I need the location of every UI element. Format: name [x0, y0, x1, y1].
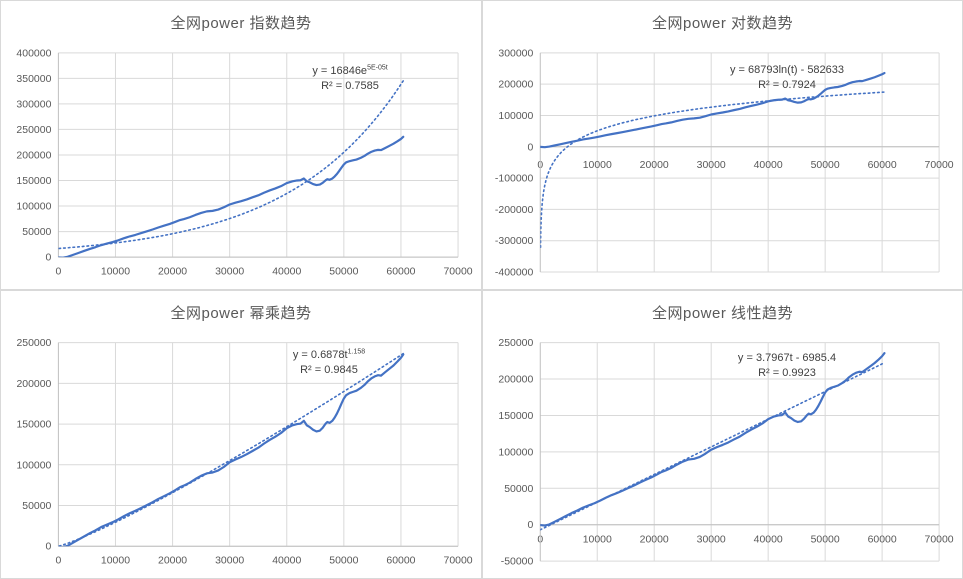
y-axis-tick-label: 100000 [498, 447, 533, 458]
x-axis-tick-label: 60000 [386, 267, 415, 278]
y-axis-tick-label: 250000 [16, 338, 51, 349]
y-axis-tick-label: 150000 [16, 176, 51, 187]
chart-title: 全网power 幂乘趋势 [170, 305, 312, 322]
y-axis-tick-label: 0 [527, 520, 533, 531]
y-axis-tick-label: 300000 [16, 99, 51, 110]
x-axis-tick-label: 60000 [868, 160, 897, 171]
x-axis-tick-label: 70000 [925, 160, 954, 171]
equation-text: y = 0.6878t1.158 [292, 348, 366, 361]
x-axis-tick-label: 40000 [754, 160, 783, 171]
x-axis-tick-label: 40000 [754, 535, 783, 546]
y-axis-tick-label: 200000 [498, 375, 533, 386]
chart-linear-trend[interactable]: 全网power 线性趋势 y = 3.7967t - 6985.4 R² = 0… [482, 290, 963, 579]
x-axis-tick-label: 60000 [386, 556, 415, 567]
equation-exponent: 1.158 [347, 348, 366, 356]
x-axis-tick-label: 30000 [697, 160, 726, 171]
y-axis-tick-label: 100000 [16, 202, 51, 213]
trendline [58, 352, 405, 547]
x-axis-tick-label: 70000 [925, 535, 954, 546]
y-axis-tick-label: -50000 [501, 557, 534, 568]
y-axis-tick-label: -400000 [495, 268, 534, 279]
x-axis-tick-label: 0 [55, 556, 61, 567]
y-axis-tick-label: 250000 [498, 338, 533, 349]
x-axis-tick-label: 70000 [443, 556, 472, 567]
chart-plot-svg: 250000200000150000100000500000-500000100… [498, 338, 954, 568]
y-axis-tick-label: 0 [527, 142, 533, 153]
r-squared-text: R² = 0.9923 [758, 367, 816, 379]
series-line [540, 352, 886, 527]
chart-title: 全网power 对数趋势 [651, 15, 794, 32]
y-axis-tick-label: 150000 [16, 420, 51, 431]
y-axis-tick-label: 0 [46, 253, 52, 264]
chart-plot-svg: 4000003500003000002500002000001500001000… [16, 48, 472, 278]
x-axis-tick-label: 30000 [215, 267, 244, 278]
y-axis-tick-label: -300000 [495, 236, 534, 247]
trendline-equation: y = 0.6878t1.158 R² = 0.9845 [293, 348, 365, 378]
x-axis-tick-label: 20000 [158, 267, 187, 278]
trendline [58, 80, 405, 250]
equation-exponent: 5E-05t [367, 64, 388, 72]
trendline-equation: y = 3.7967t - 6985.4 R² = 0.9923 [738, 351, 836, 381]
series-line [540, 71, 886, 149]
x-axis-tick-label: 20000 [640, 160, 669, 171]
x-axis-tick-label: 20000 [158, 556, 187, 567]
trendline-equation: y = 68793ln(t) - 582633 R² = 0.7924 [730, 63, 844, 93]
y-axis-tick-label: -100000 [495, 174, 534, 185]
y-axis-tick-label: 100000 [16, 460, 51, 471]
chart-title: 全网power 指数趋势 [170, 15, 312, 32]
chart-logarithmic-trend[interactable]: 全网power 对数趋势 y = 68793ln(t) - 582633 R² … [482, 0, 963, 290]
y-axis-tick-label: 200000 [16, 150, 51, 161]
trendline [540, 91, 886, 249]
trendline-equation: y = 16846e5E-05t R² = 0.7585 [312, 64, 387, 94]
x-axis-tick-label: 0 [55, 267, 61, 278]
equation-text: y = 16846e5E-05t [312, 64, 388, 77]
x-axis-tick-label: 40000 [272, 556, 301, 567]
equation-text: y = 3.7967t - 6985.4 [737, 352, 837, 364]
x-axis-tick-label: 30000 [697, 535, 726, 546]
x-axis-tick-label: 50000 [329, 267, 358, 278]
y-axis-tick-label: 50000 [504, 484, 533, 495]
x-axis-tick-label: 20000 [640, 535, 669, 546]
x-axis-tick-label: 60000 [868, 535, 897, 546]
x-axis-tick-label: 40000 [272, 267, 301, 278]
x-axis-tick-label: 10000 [583, 160, 612, 171]
x-axis-tick-label: 70000 [443, 267, 472, 278]
x-axis-tick-label: 10000 [101, 556, 130, 567]
x-axis-tick-label: 50000 [811, 160, 840, 171]
x-axis-tick-label: 10000 [583, 535, 612, 546]
r-squared-text: R² = 0.7585 [321, 80, 379, 92]
y-axis-tick-label: 200000 [498, 80, 533, 91]
chart-plot-svg: 250000 200000 150000 100000 50000 00 10000 2000… [16, 338, 472, 567]
x-axis-tick-label: 30000 [215, 556, 244, 567]
y-axis-tick-label: 250000 [16, 125, 51, 136]
y-axis-tick-label: 50000 [22, 501, 51, 512]
y-axis-tick-label: 350000 [16, 74, 51, 85]
chart-power-trend[interactable]: 全网power 幂乘趋势 y = 0.6878t1.158 R² = 0.984… [0, 290, 482, 579]
y-axis-tick-label: 100000 [498, 111, 533, 122]
series-line [58, 135, 405, 258]
r-squared-text: R² = 0.7924 [758, 79, 816, 91]
x-axis-tick-label: 50000 [811, 535, 840, 546]
y-axis-tick-label: 50000 [22, 227, 51, 238]
y-axis-tick-label: 300000 [498, 48, 533, 59]
y-axis-tick-label: -200000 [495, 205, 534, 216]
chart-exponential-trend[interactable]: 全网power 指数趋势 y = 16846e5E-05t R² = 0.758… [0, 0, 482, 290]
equation-text: y = 68793ln(t) - 582633 [729, 64, 845, 76]
chart-plot-svg: 300000 200000 100000 0 -100000 -200000 -300000… [495, 48, 954, 279]
y-axis-tick-label: 400000 [16, 48, 51, 59]
x-axis-tick-label: 10000 [101, 267, 130, 278]
y-axis-tick-label: 0 [46, 542, 52, 553]
r-squared-text: R² = 0.9845 [300, 364, 358, 376]
chart-title: 全网power 线性趋势 [651, 305, 794, 322]
series-line [58, 353, 405, 547]
y-axis-tick-label: 150000 [498, 411, 533, 422]
x-axis-tick-label: 50000 [329, 556, 358, 567]
y-axis-tick-label: 200000 [16, 379, 51, 390]
